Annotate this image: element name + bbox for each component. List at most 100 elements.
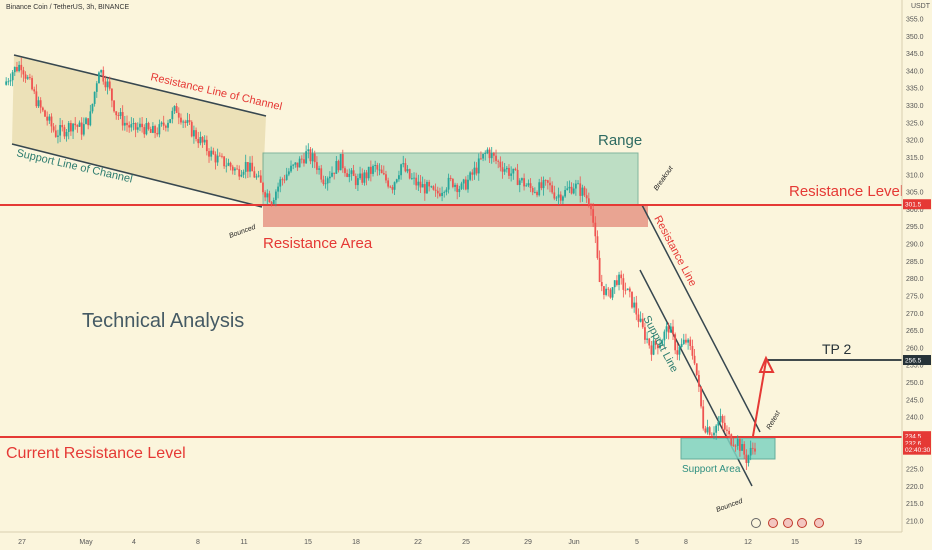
time-axis[interactable]: 27 May 4 8 11 15 18 22 25 29 Jun 5 8 12 15 19 [18,539,862,546]
candle-body [715,425,718,433]
resistance-area-label: Resistance Area [263,235,373,252]
price-label-box [903,444,931,455]
candle-body [35,91,38,107]
candle-body [447,177,450,190]
candle-body [296,162,299,168]
candle-body [93,91,96,104]
candle-body [656,344,659,349]
candle-body [695,363,698,375]
candle-body [39,100,42,108]
candle-body [615,280,618,285]
candle-body [132,123,135,125]
flag-icon-1[interactable] [768,518,778,528]
candle-body [234,168,236,171]
candle-body [266,193,269,198]
candle-body [674,334,677,351]
candle-body [732,444,735,446]
candle-body [152,126,154,133]
candle-body [253,171,256,178]
time-tick-label: 4 [132,539,136,546]
candle-body [48,116,51,121]
candle-body [180,117,182,123]
price-tick-label: 335.0 [906,86,924,93]
candle-body [572,188,575,194]
candle-body [283,179,286,181]
candle-body [102,70,105,82]
time-tick-label: 22 [414,539,422,546]
price-tick-label: 350.0 [906,34,924,41]
candle-body [609,289,612,298]
candle-body [244,162,247,172]
candle-body [203,139,206,143]
candle-body [316,162,318,170]
price-tick-label: 295.0 [906,224,924,231]
candle-body [687,339,690,343]
candle-body [227,162,230,166]
candle-body [557,194,560,198]
candle-body [108,81,111,89]
candle-body [348,173,351,177]
candle-body [324,183,327,185]
candle-body [54,130,57,137]
candle-body [223,156,226,167]
channel-support-line [11,143,263,208]
candle-body [262,182,264,193]
candle-body [193,130,195,137]
price-tick-label: 260.0 [906,345,924,352]
candle-body [72,123,74,132]
lightning-icon[interactable] [751,518,761,528]
candle-body [581,187,584,196]
candle-body [469,172,472,180]
candle-body [341,154,344,169]
candle-body [257,175,260,177]
candle-body [577,183,579,185]
candle-body [637,314,640,322]
candle-body [300,158,303,160]
candle-body [436,190,439,194]
candle-body [451,178,454,187]
candle-body [631,291,633,308]
candle-body [50,116,53,127]
price-tick-label: 225.0 [906,467,924,474]
candle-body [648,338,651,346]
candle-body [320,168,323,180]
flag-icon-4[interactable] [814,518,824,528]
candle-body [672,326,674,335]
candle-body [74,123,77,126]
candle-body [281,179,284,181]
candle-body [311,153,314,162]
candle-body [171,110,174,120]
candle-body [585,195,588,199]
candle-body [503,169,506,172]
candle-body [335,161,338,174]
candle-body [736,439,739,446]
candle-body [510,173,513,176]
candle-body [126,122,128,126]
candle-body [11,72,14,81]
candle-body [184,121,187,123]
candle-body [523,178,525,187]
candle-body [63,127,66,137]
candle-body [216,155,219,163]
candle-body [225,165,228,167]
candle-body [667,326,670,333]
candle-body [9,80,12,82]
candle-body [380,169,383,174]
candle-body [65,131,68,137]
candle-body [175,106,178,113]
time-tick-label: 8 [684,539,688,546]
candle-body [201,137,204,143]
support-area-box [680,437,776,460]
candle-body [24,74,27,79]
candle-body [540,182,543,189]
candle-body [596,236,599,258]
candle-body [717,421,720,426]
candle-body [421,184,424,188]
flag-icon-2[interactable] [783,518,793,528]
candle-body [654,340,657,345]
flag-icon-3[interactable] [797,518,807,528]
candle-body [240,174,243,177]
candle-body [464,179,467,190]
candle-body [432,186,435,190]
